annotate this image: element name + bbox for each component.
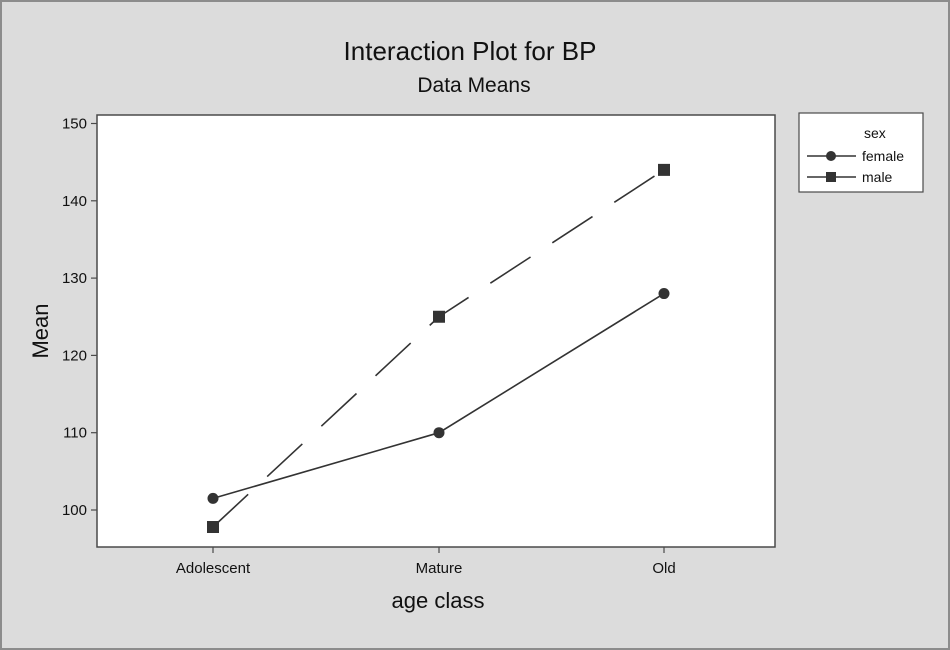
y-tick-label: 130	[62, 270, 87, 287]
legend-marker-female	[826, 151, 836, 161]
data-point-female	[433, 427, 445, 439]
x-tick-label: Mature	[416, 560, 463, 577]
data-point-male	[433, 310, 445, 323]
data-point-male	[658, 163, 670, 176]
y-axis: 100 110 120 130 140 150	[62, 116, 97, 519]
x-axis-label: age class	[392, 588, 485, 613]
legend-marker-male	[826, 172, 836, 182]
legend-entries: female male	[807, 148, 904, 185]
y-tick-label: 110	[63, 425, 87, 442]
legend: sex female male	[798, 112, 924, 193]
chart-title: Interaction Plot for BP	[344, 36, 597, 66]
plot-area	[96, 114, 776, 548]
data-point-male	[207, 521, 219, 534]
data-point-female	[207, 492, 219, 504]
y-tick-label: 150	[62, 116, 87, 133]
legend-label-male: male	[862, 169, 893, 185]
x-tick-label: Old	[652, 560, 675, 577]
legend-label-female: female	[862, 148, 904, 164]
legend-box	[798, 112, 924, 193]
data-point-female	[658, 288, 670, 300]
y-axis-label: Mean	[28, 303, 53, 358]
x-axis: Adolescent Mature Old	[176, 547, 676, 577]
chart-subtitle: Data Means	[417, 74, 530, 97]
y-tick-label: 100	[62, 502, 87, 519]
y-tick-label: 140	[62, 193, 87, 210]
y-tick-label: 120	[62, 347, 87, 364]
x-tick-label: Adolescent	[176, 560, 251, 577]
legend-title: sex	[864, 125, 886, 141]
series-layer	[207, 163, 670, 534]
